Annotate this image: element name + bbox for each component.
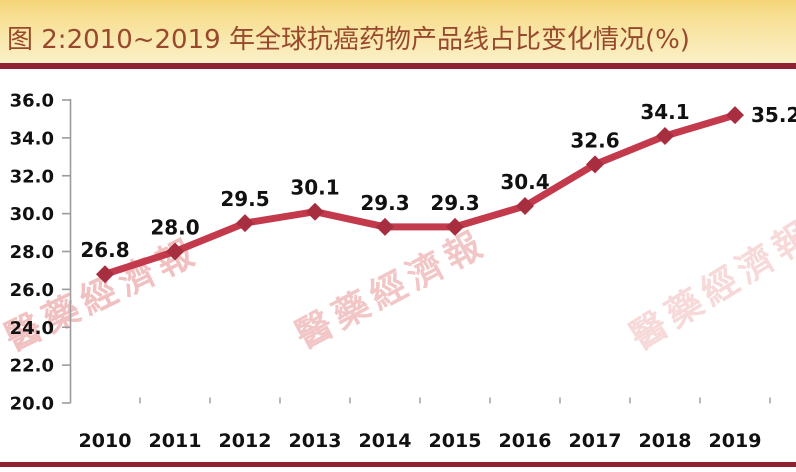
data-point-label: 29.3 [360, 191, 409, 215]
chart-title: 图 2:2010~2019 年全球抗癌药物产品线占比变化情况(%) [7, 25, 690, 55]
data-point-marker [726, 106, 744, 125]
data-point-marker [166, 242, 184, 261]
data-point-marker [306, 202, 324, 221]
x-axis-label: 2015 [429, 430, 482, 452]
data-point-label: 34.1 [640, 100, 689, 124]
data-point-label: 32.6 [570, 128, 619, 152]
data-point-marker [96, 265, 114, 284]
x-axis-label: 2016 [499, 430, 552, 452]
data-point-marker [656, 126, 674, 145]
y-axis-label: 32.0 [10, 166, 54, 187]
data-point-marker [516, 197, 534, 216]
x-axis-label: 2012 [219, 430, 272, 452]
x-axis-label: 2019 [709, 430, 762, 452]
title-underline-rule [0, 63, 796, 69]
data-point-label: 28.0 [150, 216, 199, 240]
y-axis-label: 24.0 [10, 318, 54, 339]
y-axis-label: 30.0 [10, 204, 54, 225]
data-point-label: 29.5 [220, 187, 269, 211]
data-point-label: 29.3 [430, 191, 479, 215]
x-axis-label: 2017 [569, 430, 622, 452]
x-axis-label: 2013 [289, 430, 342, 452]
title-bar: 图 2:2010~2019 年全球抗癌药物产品线占比变化情况(%) [0, 0, 796, 63]
data-point-label: 26.8 [80, 238, 129, 262]
series-line [101, 111, 739, 278]
y-axis-label: 26.0 [10, 280, 54, 301]
y-axis-label: 34.0 [10, 128, 54, 149]
data-point-marker [446, 217, 464, 236]
y-axis-label: 22.0 [10, 356, 54, 377]
y-axis-label: 28.0 [10, 242, 54, 263]
y-axis-label: 20.0 [10, 394, 54, 415]
data-point-marker [376, 217, 394, 236]
data-point-marker [236, 214, 254, 233]
x-axis-label: 2010 [79, 430, 132, 452]
data-point-marker [586, 155, 604, 174]
data-point-label: 30.1 [290, 176, 339, 200]
data-point-label: 30.4 [500, 170, 549, 194]
bottom-rule [0, 462, 796, 467]
x-axis-label: 2014 [359, 430, 412, 452]
data-point-label: 35.2 [751, 103, 796, 127]
x-axis-label: 2018 [639, 430, 692, 452]
x-axis-label: 2011 [149, 430, 202, 452]
y-axis-label: 36.0 [10, 91, 54, 112]
